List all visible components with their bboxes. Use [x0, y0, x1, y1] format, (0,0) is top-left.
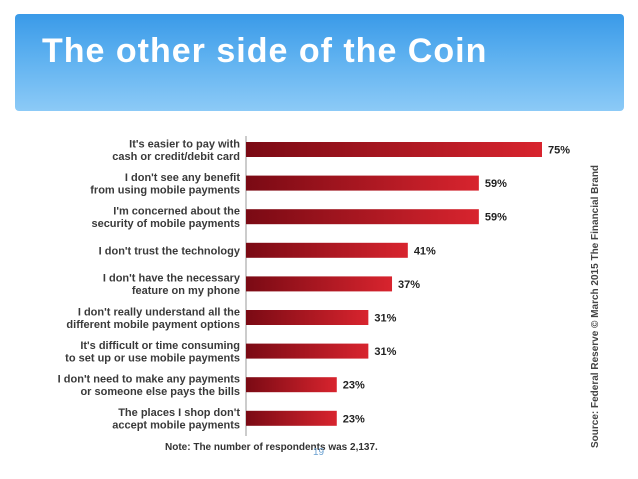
category-label: I don't really understand all the differe… — [66, 306, 240, 331]
page-number: 19 — [313, 447, 325, 458]
bar-8 — [246, 377, 337, 393]
bar-value-label: 59% — [485, 212, 507, 224]
bar-value-label: 23% — [343, 380, 365, 392]
bar-7 — [246, 343, 369, 359]
category-label: The places I shop don't accept mobile pay… — [112, 407, 240, 432]
bar-value-label: 75% — [548, 145, 570, 157]
bar-2 — [246, 175, 479, 191]
bar-3 — [246, 209, 479, 225]
category-label: I don't trust the technology — [99, 245, 241, 257]
category-label: It's easier to pay with cash or credit/de… — [112, 138, 240, 163]
source-credit: Source: Federal Reserve © March 2015 The… — [590, 165, 601, 448]
bar-6 — [246, 310, 369, 325]
category-label: It's difficult or time consuming to set u… — [65, 340, 240, 365]
bar-4 — [246, 242, 408, 258]
title-banner: The other side of the Coin — [15, 14, 624, 111]
bar-value-label: 31% — [374, 313, 396, 325]
respondents-note: Note: The number of respondents was 2,13… — [165, 442, 378, 453]
slide-title: The other side of the Coin — [42, 32, 488, 70]
bar-1 — [246, 142, 542, 157]
bar-value-label: 37% — [398, 279, 420, 291]
bar-9 — [246, 410, 337, 426]
bar-5 — [246, 276, 393, 292]
category-label: I don't see any benefit from using mobile… — [90, 172, 240, 197]
category-label: I'm concerned about the security of mobil… — [91, 205, 240, 230]
category-label: I don't need to make any payments or some… — [58, 373, 240, 398]
bar-value-label: 41% — [414, 245, 436, 257]
bar-value-label: 59% — [485, 178, 507, 190]
category-label: I don't have the necessary feature on my … — [103, 273, 241, 298]
bar-value-label: 23% — [343, 413, 365, 425]
bar-value-label: 31% — [374, 346, 396, 358]
